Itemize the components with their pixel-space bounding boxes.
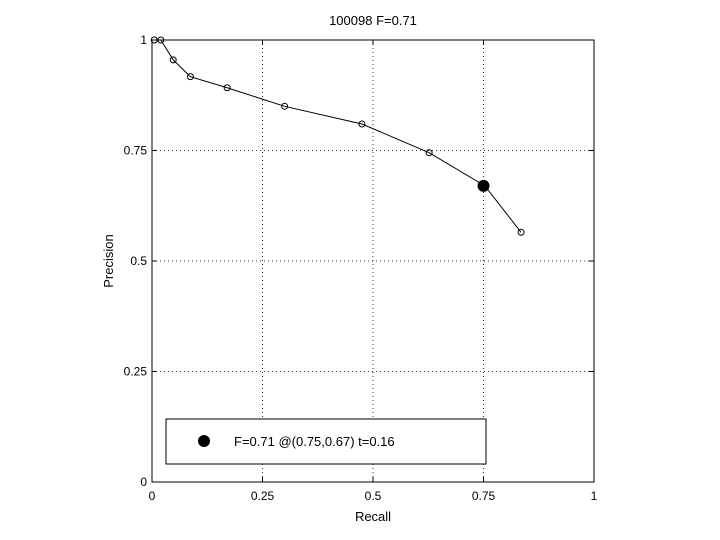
x-tick-label: 0.5 (365, 489, 382, 503)
y-tick-label: 0 (140, 475, 147, 489)
data-point (358, 120, 366, 128)
x-tick-label: 0 (149, 489, 156, 503)
tick-marks (151, 39, 595, 483)
y-tick-label: 0.5 (130, 254, 147, 268)
series-polyline (154, 39, 522, 233)
data-point (150, 36, 158, 44)
legend: F=0.71 @(0.75,0.67) t=0.16 (165, 418, 487, 465)
legend-box (165, 418, 487, 465)
data-point (425, 149, 433, 157)
x-tick-label: 1 (591, 489, 598, 503)
data-point (223, 84, 231, 92)
series-points (150, 36, 525, 236)
y-tick-label: 0.25 (124, 365, 148, 379)
y-tick-label: 0.75 (124, 144, 148, 158)
x-tick-label: 0.25 (251, 489, 275, 503)
data-point (517, 228, 525, 236)
series-line (154, 39, 522, 233)
x-axis-label: Recall (355, 509, 391, 524)
legend-marker (198, 435, 210, 447)
data-point (281, 102, 289, 110)
grid-lines (152, 40, 594, 482)
highlight-marker (477, 179, 490, 192)
highlight-point (477, 179, 490, 192)
chart-title: 100098 F=0.71 (329, 13, 417, 28)
x-tick-label: 0.75 (472, 489, 496, 503)
data-point (186, 73, 194, 81)
data-point (157, 36, 165, 44)
legend-entry-text: F=0.71 @(0.75,0.67) t=0.16 (234, 434, 395, 449)
tick-labels: 0 0.25 0.5 0.75 1 0 0.25 0.5 0.75 1 (124, 33, 598, 503)
y-tick-label: 1 (140, 33, 147, 47)
data-point (169, 56, 177, 64)
y-axis-label: Precision (101, 234, 116, 287)
